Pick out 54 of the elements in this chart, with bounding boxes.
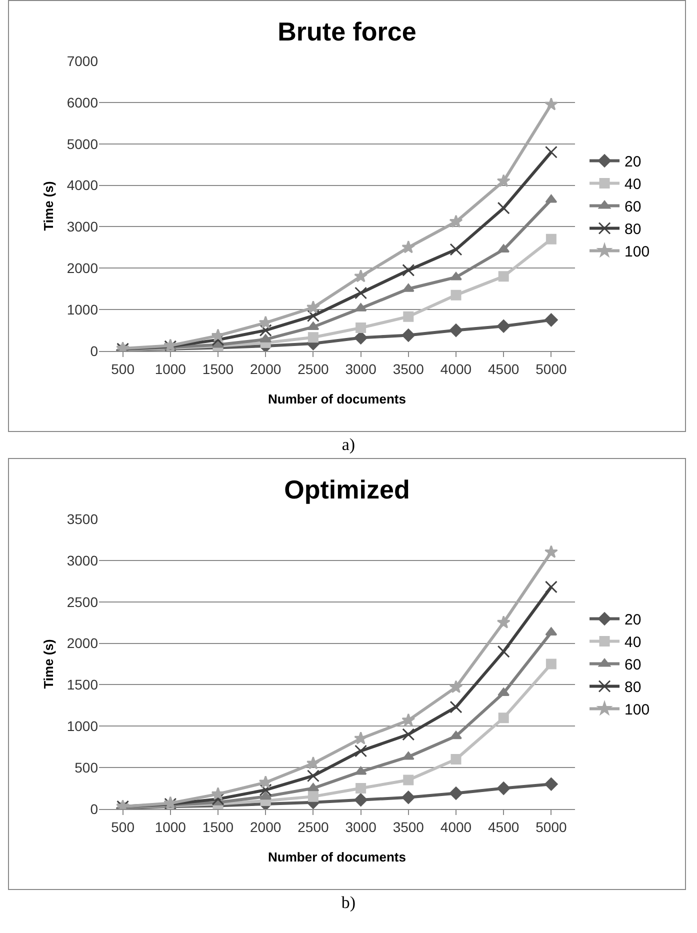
y-tick-label: 0 [90, 342, 98, 359]
x-tick-label: 2500 [298, 818, 329, 835]
x-tick-label: 3000 [345, 818, 377, 835]
chart-title: Optimized [284, 474, 410, 505]
x-tick-label: 1000 [154, 360, 186, 377]
x-tick-label: 1500 [202, 818, 234, 835]
x-tick-label: 2000 [250, 818, 282, 835]
y-tick-label: 3000 [66, 218, 98, 235]
legend-label: 20 [624, 154, 642, 171]
legend-label: 60 [624, 198, 642, 216]
y-axis-title: Time (s) [40, 181, 56, 231]
x-tick-label: 4000 [440, 818, 472, 835]
x-axis-title: Number of documents [268, 849, 406, 864]
x-tick-label: 2500 [298, 360, 329, 377]
legend-label: 80 [624, 679, 642, 696]
legend-label: 40 [624, 634, 642, 652]
y-tick-label: 5000 [66, 136, 98, 152]
x-tick-label: 1000 [154, 818, 186, 835]
y-tick-label: 1000 [66, 718, 98, 734]
x-tick-label: 5000 [536, 360, 567, 377]
x-tick-label: 3000 [345, 360, 377, 377]
y-tick-label: 4000 [66, 177, 98, 194]
legend-label: 40 [624, 176, 642, 194]
y-tick-label: 6000 [66, 94, 98, 110]
y-tick-label: 2500 [66, 594, 98, 610]
x-tick-label: 1500 [202, 360, 234, 377]
legend-label: 80 [624, 221, 642, 238]
y-axis-title: Time (s) [40, 639, 56, 689]
y-tick-label: 1500 [66, 676, 98, 693]
y-tick-label: 0 [90, 800, 98, 817]
x-tick-label: 4000 [440, 360, 472, 377]
text: b) [340, 892, 357, 914]
text: a) [340, 434, 356, 456]
chart-title: Brute force [278, 16, 416, 47]
x-tick-label: 4500 [488, 818, 520, 835]
y-tick-label: 2000 [66, 260, 98, 276]
y-tick-label: 500 [74, 759, 98, 776]
x-tick-label: 500 [111, 360, 135, 377]
x-tick-label: 2000 [250, 360, 282, 377]
y-tick-label: 2000 [66, 635, 98, 652]
y-tick-label: 7000 [66, 52, 98, 69]
y-tick-label: 3000 [66, 552, 98, 568]
y-tick-label: 1000 [66, 301, 98, 318]
x-tick-label: 3500 [392, 818, 424, 835]
x-tick-label: 3500 [392, 360, 424, 377]
x-tick-label: 500 [111, 818, 135, 835]
y-tick-label: 3500 [66, 510, 98, 527]
x-tick-label: 4500 [488, 360, 520, 377]
x-tick-label: 5000 [536, 818, 567, 835]
legend-label: 100 [624, 244, 650, 261]
legend-label: 100 [624, 702, 650, 719]
legend-label: 20 [624, 612, 642, 629]
legend-label: 60 [624, 656, 642, 674]
x-axis-title: Number of documents [268, 391, 406, 406]
